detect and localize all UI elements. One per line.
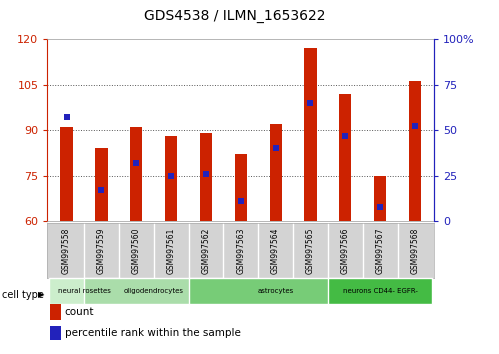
Text: percentile rank within the sample: percentile rank within the sample [65,328,241,338]
Bar [328,278,433,304]
Bar [49,278,119,304]
Bar [200,133,212,221]
Text: GSM997558: GSM997558 [62,227,71,274]
Bar [304,48,316,221]
Text: cell type: cell type [2,290,44,299]
Bar [165,136,177,221]
Text: ▶: ▶ [37,290,44,299]
Bar [60,127,73,221]
Bar [339,93,351,221]
Text: neurons CD44- EGFR-: neurons CD44- EGFR- [343,288,418,294]
Bar [409,81,421,221]
Bar [130,127,142,221]
Text: GSM997566: GSM997566 [341,227,350,274]
Bar [84,278,224,304]
Text: GSM997563: GSM997563 [236,227,246,274]
Text: GSM997564: GSM997564 [271,227,280,274]
Text: neural rosettes: neural rosettes [57,288,110,294]
Bar [374,176,386,221]
Text: GSM997567: GSM997567 [376,227,385,274]
Bar [189,278,363,304]
Bar [95,148,107,221]
Text: GSM997560: GSM997560 [132,227,141,274]
Text: count: count [65,307,94,317]
Text: GDS4538 / ILMN_1653622: GDS4538 / ILMN_1653622 [144,9,325,23]
Bar [235,154,247,221]
Text: GSM997568: GSM997568 [411,227,420,274]
Text: oligodendrocytes: oligodendrocytes [124,288,184,294]
Text: GSM997565: GSM997565 [306,227,315,274]
Text: GSM997561: GSM997561 [167,227,176,274]
Text: astrocytes: astrocytes [257,288,294,294]
Text: GSM997559: GSM997559 [97,227,106,274]
Bar [269,124,282,221]
Text: GSM997562: GSM997562 [202,227,211,274]
